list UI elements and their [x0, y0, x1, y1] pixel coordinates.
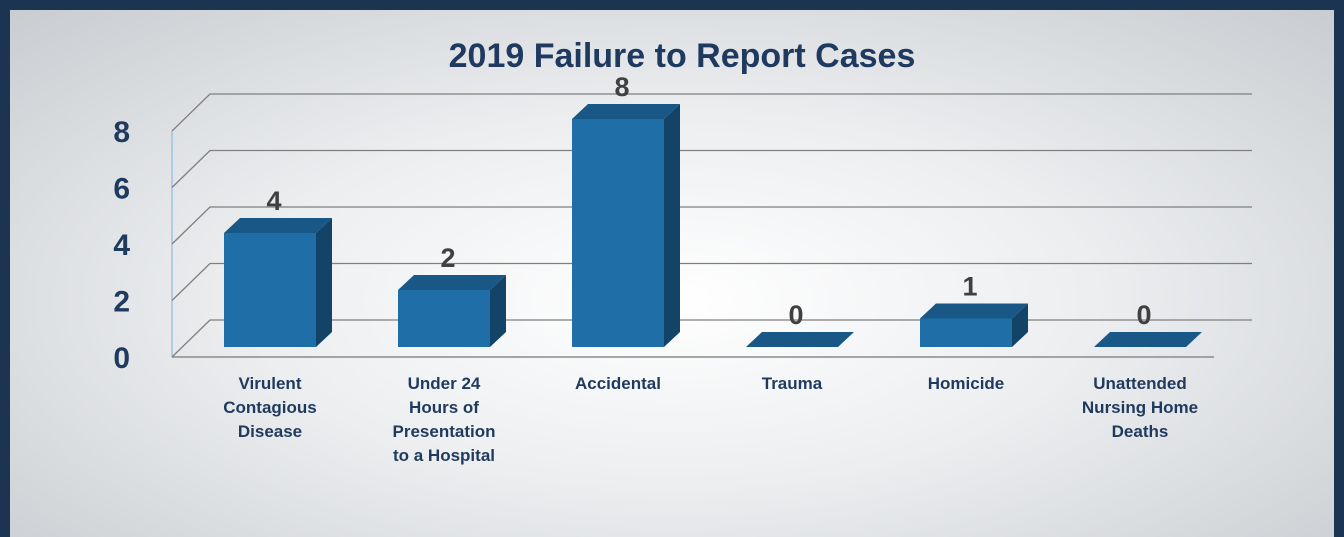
bar-top	[1094, 332, 1202, 347]
bar-front	[224, 233, 316, 347]
value-label: 0	[788, 300, 803, 330]
bar	[920, 303, 1028, 347]
x-tick-label: Trauma	[761, 374, 823, 393]
grid-line	[171, 93, 1252, 132]
x-tick-label: Accidental	[575, 374, 661, 393]
y-tick-label: 0	[113, 342, 130, 375]
bar	[224, 218, 332, 347]
x-tick-label: Unattended Nursing Home Deaths	[1081, 374, 1199, 441]
bar-top	[920, 303, 1028, 319]
bar-top	[572, 104, 680, 119]
bar	[572, 104, 680, 347]
value-label: 2	[440, 243, 455, 273]
y-tick-label: 6	[113, 172, 130, 205]
value-label: 4	[266, 186, 281, 216]
bar	[746, 332, 854, 347]
bar-side	[1012, 303, 1028, 347]
value-label: 0	[1136, 300, 1151, 330]
x-tick-label: Homicide	[927, 374, 1005, 393]
y-tick-label: 2	[113, 285, 130, 318]
bar-front	[398, 290, 490, 347]
grid-line	[171, 206, 1252, 245]
bar	[1094, 332, 1202, 347]
bar-side	[490, 275, 506, 347]
grid-line	[171, 149, 1252, 188]
x-tick-label: Under 24 Hours of Presentation to a Hosp…	[392, 374, 496, 465]
x-tick-label: Virulent Contagious Disease	[223, 374, 317, 441]
grid-line	[171, 319, 1252, 358]
value-label: 8	[614, 72, 629, 102]
bar-front	[920, 318, 1012, 347]
chart-title: 2019 Failure to Report Cases	[449, 37, 916, 75]
y-tick-label: 4	[113, 229, 130, 262]
value-label: 1	[962, 272, 977, 302]
bar-top	[398, 275, 506, 290]
bar-side	[316, 218, 332, 347]
grid-line	[171, 262, 1252, 301]
bar-top	[746, 332, 854, 347]
bar-top	[224, 218, 332, 233]
bar-front	[572, 119, 664, 347]
bar	[398, 275, 506, 347]
y-tick-label: 8	[113, 116, 130, 149]
bar-side	[664, 104, 680, 347]
